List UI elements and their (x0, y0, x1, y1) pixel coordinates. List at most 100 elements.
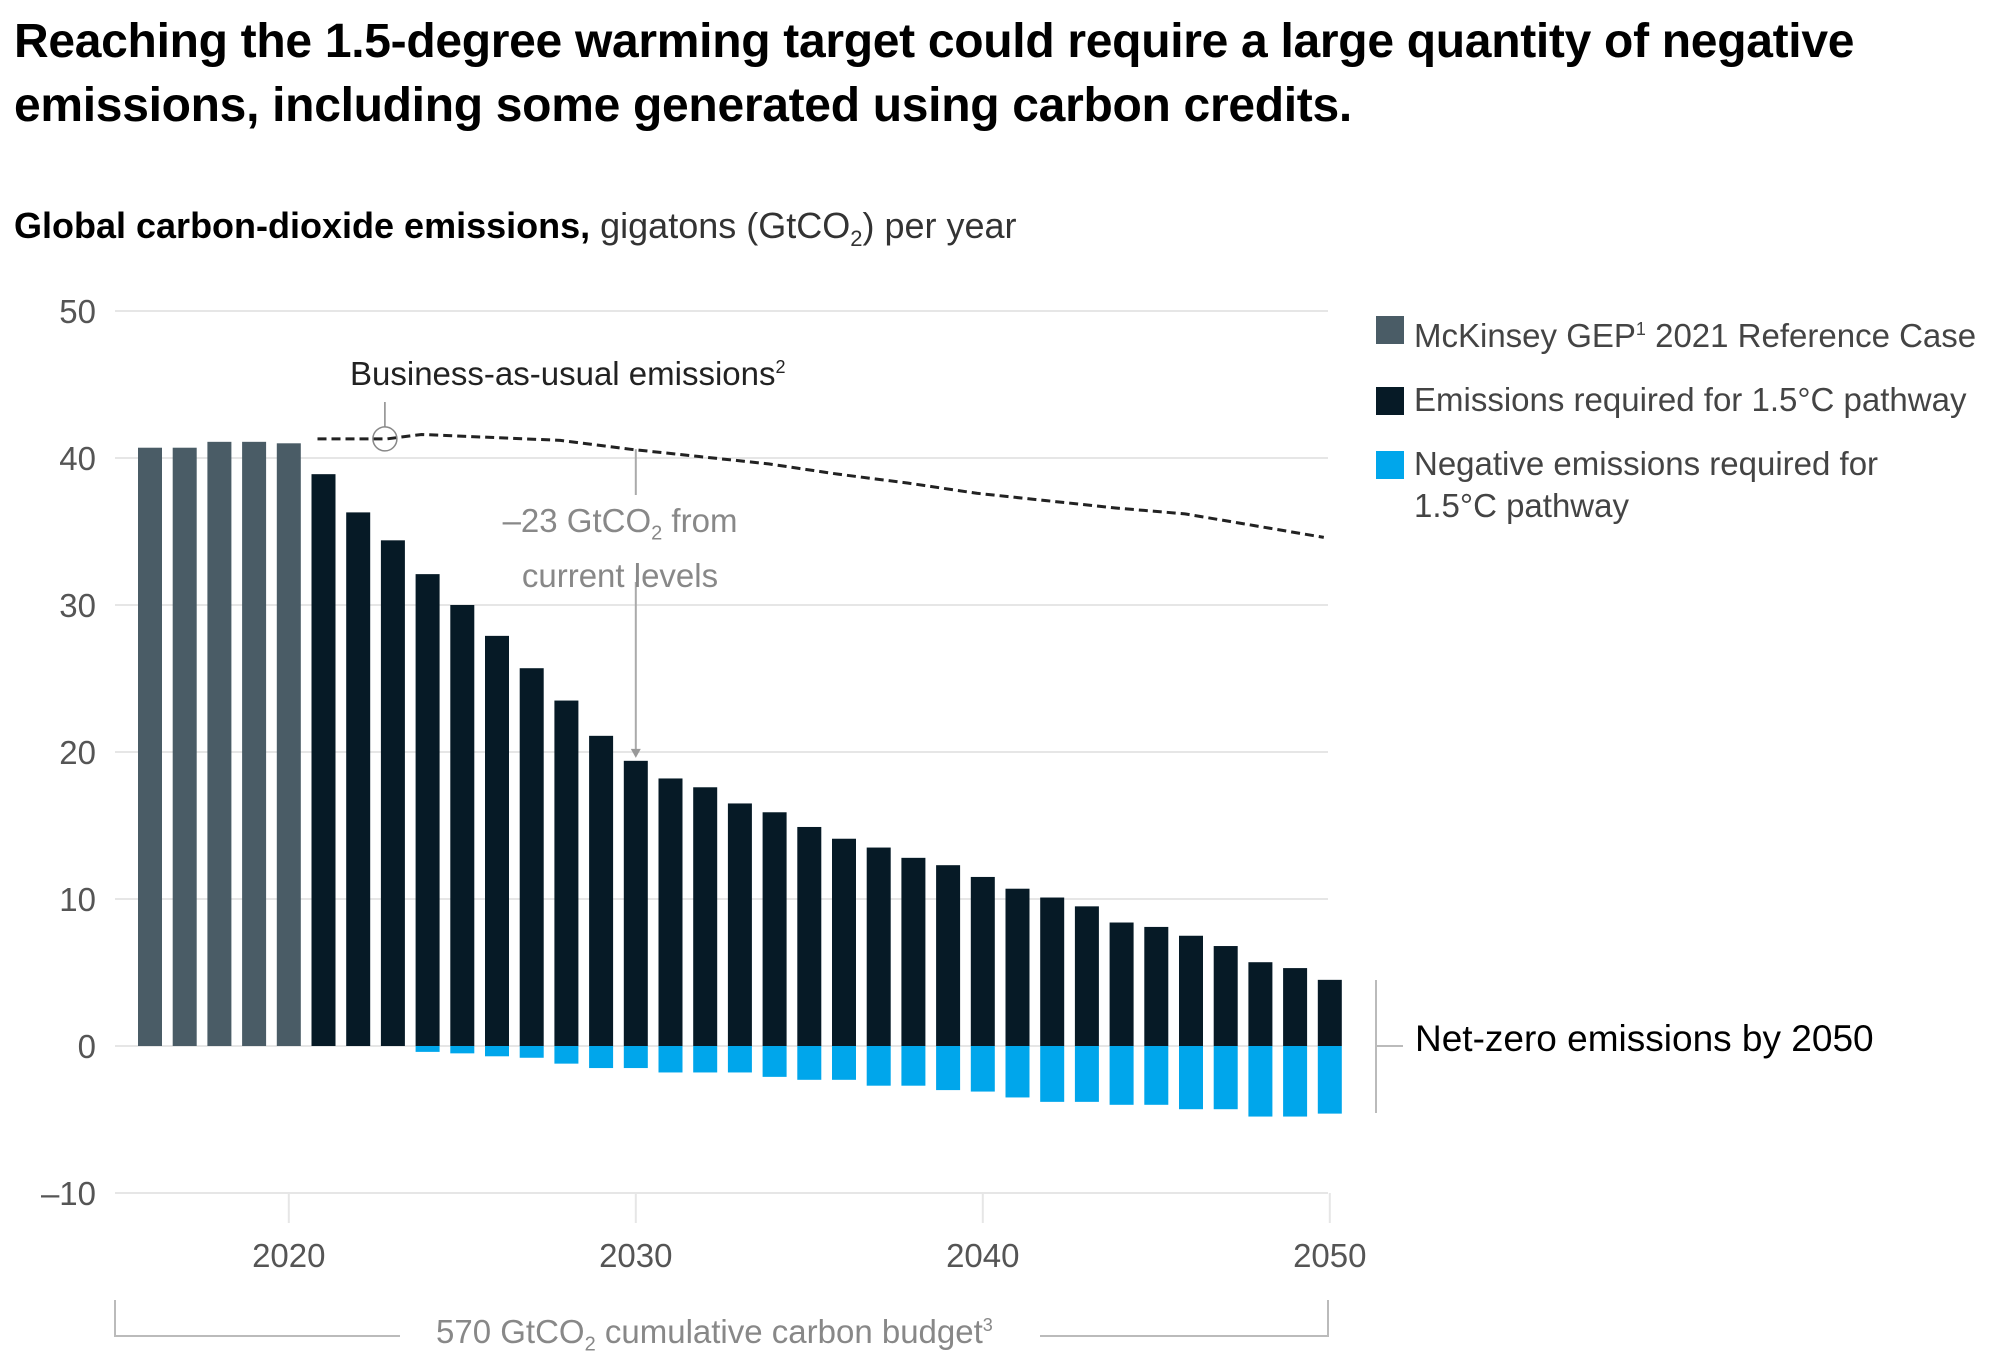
bau-annotation: Business-as-usual emissions2 (350, 355, 786, 393)
bar-negative (415, 1046, 440, 1052)
bar-negative (485, 1046, 509, 1057)
bar-pathway (901, 857, 926, 1046)
legend-swatch-reference (1376, 316, 1404, 344)
delta-line-1: –23 GtCO2 from (470, 500, 770, 555)
bar-pathway (866, 847, 891, 1046)
x-tick-label: 2050 (1293, 1237, 1366, 1274)
bar-reference (207, 441, 232, 1047)
delta-arrowhead (630, 748, 641, 758)
subtitle-units-sub: 2 (850, 226, 863, 252)
legend-label-reference-post: 2021 Reference Case (1645, 317, 1977, 354)
bar-pathway (727, 803, 752, 1046)
bar-pathway (1109, 922, 1134, 1046)
bar-reference (138, 447, 162, 1047)
bar-pathway (936, 865, 961, 1046)
bar-pathway (346, 512, 371, 1046)
bau-line (317, 432, 1325, 539)
bar-pathway (832, 838, 856, 1046)
budget-bracket-right (1040, 1300, 1329, 1337)
bars (138, 441, 1342, 1117)
bar-pathway (1005, 888, 1030, 1046)
chart-subtitle: Global carbon-dioxide emissions, gigaton… (14, 202, 1017, 263)
bau-line-group (317, 432, 1325, 539)
bar-pathway (450, 605, 475, 1046)
bar-negative (450, 1046, 475, 1054)
chart-title: Reaching the 1.5-degree warming target c… (14, 15, 1855, 132)
bar-pathway (693, 787, 718, 1046)
delta-annotation: –23 GtCO2 from current levels (470, 500, 770, 597)
bar-negative (1040, 1046, 1065, 1102)
x-tick-label: 2040 (946, 1237, 1019, 1274)
bar-negative (1283, 1046, 1308, 1117)
y-axis-ticks: 50 40 30 20 10 0 –10 (41, 293, 96, 1212)
bar-negative (901, 1046, 926, 1086)
bar-pathway (1144, 926, 1169, 1046)
delta-line-1-pre: –23 GtCO (502, 502, 652, 539)
legend-swatch-negative (1376, 451, 1404, 479)
bar-pathway (589, 735, 614, 1046)
y-tick-label: –10 (41, 1175, 96, 1212)
bar-negative (1317, 1046, 1342, 1114)
bar-reference (242, 441, 267, 1047)
legend-label-reference-pre: McKinsey GEP (1414, 317, 1636, 354)
bau-annotation-text: Business-as-usual emissions (350, 355, 776, 392)
subtitle-units-suffix: ) per year (862, 205, 1017, 246)
bar-pathway (797, 826, 822, 1046)
bar-pathway (1213, 946, 1238, 1046)
legend: McKinsey GEP1 2021 Reference Case Emissi… (1376, 308, 1996, 549)
bar-negative (866, 1046, 891, 1086)
budget-pre: 570 GtCO (436, 1313, 585, 1350)
bar-pathway (1283, 968, 1308, 1046)
y-tick-label: 10 (59, 881, 96, 918)
bar-pathway (762, 812, 787, 1046)
budget-post: cumulative carbon budget (595, 1313, 983, 1350)
bar-negative (1109, 1046, 1134, 1105)
bar-negative (762, 1046, 787, 1077)
bar-pathway (658, 778, 683, 1046)
y-tick-label: 40 (59, 440, 96, 477)
bau-footnote: 2 (775, 357, 786, 377)
bar-negative (970, 1046, 995, 1092)
bar-pathway (1317, 979, 1342, 1046)
bar-pathway (519, 668, 544, 1046)
bar-reference (172, 447, 197, 1047)
bar-reference (276, 443, 301, 1046)
bar-pathway (485, 635, 509, 1046)
legend-swatch-pathway (1376, 387, 1404, 415)
y-tick-label: 30 (59, 587, 96, 624)
bar-negative (554, 1046, 579, 1064)
bar-negative (1005, 1046, 1030, 1098)
bar-negative (1213, 1046, 1238, 1110)
legend-item-reference: McKinsey GEP1 2021 Reference Case (1376, 308, 1996, 357)
legend-footnote: 1 (1635, 319, 1646, 339)
budget-bracket-left (114, 1300, 400, 1337)
bar-pathway (380, 540, 405, 1046)
budget-sub: 2 (584, 1333, 596, 1356)
delta-line-1-post: from (662, 502, 738, 539)
subtitle-units: gigatons (GtCO2) per year (590, 205, 1017, 251)
bar-pathway (415, 574, 440, 1046)
bar-negative (519, 1046, 544, 1058)
bar-negative (658, 1046, 683, 1073)
bar-pathway (970, 876, 995, 1046)
y-tick-label: 50 (59, 293, 96, 330)
bar-negative (832, 1046, 856, 1080)
bar-negative (1248, 1046, 1273, 1117)
bar-pathway (1074, 906, 1099, 1046)
bar-negative (727, 1046, 752, 1073)
delta-line-2: current levels (521, 556, 719, 594)
bar-pathway (1248, 962, 1273, 1046)
bar-negative (936, 1046, 961, 1091)
carbon-budget-annotation: 570 GtCO2 cumulative carbon budget3 (420, 1313, 1009, 1357)
budget-footnote: 3 (982, 1315, 993, 1335)
net-zero-annotation: Net-zero emissions by 2050 (1415, 1018, 1874, 1059)
bar-negative (1179, 1046, 1203, 1110)
bar-pathway (1040, 897, 1065, 1046)
bar-negative (589, 1046, 614, 1069)
bar-negative (1144, 1046, 1169, 1105)
legend-label-reference: McKinsey GEP1 2021 Reference Case (1414, 308, 1976, 357)
x-tick-label: 2030 (599, 1237, 672, 1274)
legend-item-pathway: Emissions required for 1.5°C pathway (1376, 379, 1996, 421)
x-axis-ticks: 2020 2030 2040 2050 (252, 1193, 1367, 1274)
